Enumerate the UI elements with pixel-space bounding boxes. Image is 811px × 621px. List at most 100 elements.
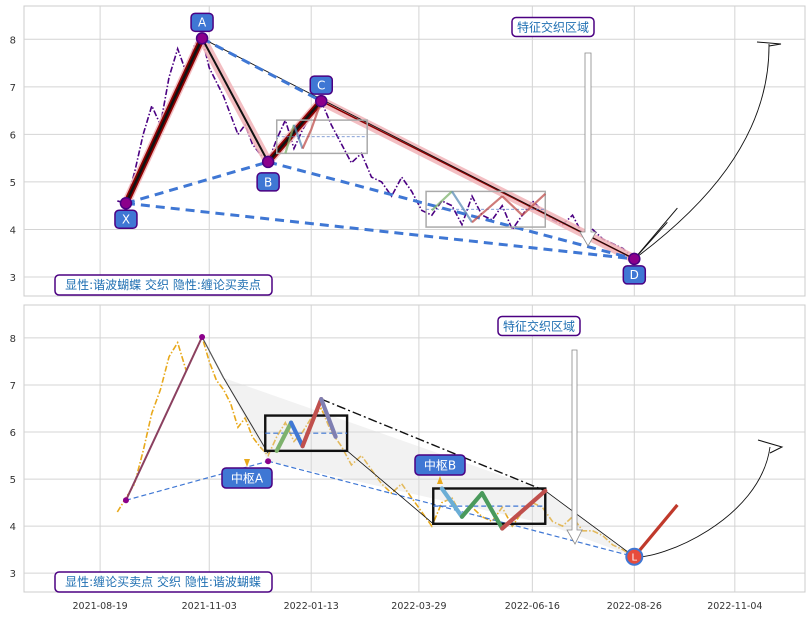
annotation-arrow xyxy=(579,52,597,247)
stroke-down xyxy=(201,336,225,379)
zhongshu-label-1-group: 中枢A xyxy=(221,467,273,489)
pattern-point-marker xyxy=(315,94,328,108)
stroke-down xyxy=(223,377,269,454)
annotation-label: 特征交织区域 xyxy=(503,318,575,333)
pattern-point-marker xyxy=(261,155,275,169)
pattern-point-marker xyxy=(195,32,209,45)
y-tick-label: 5 xyxy=(10,178,16,189)
projection-line xyxy=(633,221,668,260)
x-tick-label: 2022-11-04 xyxy=(707,601,762,612)
zhongshu-label-2-box xyxy=(414,454,466,476)
zhongshu-wave-stroke xyxy=(479,491,505,531)
projection-line xyxy=(633,503,679,558)
legend-box-group: 显性:缠论买卖点 交织 隐性:谐波蝴蝶 xyxy=(54,571,273,593)
zhongshu-wave-stroke xyxy=(319,396,338,439)
x-tick-label: 2021-11-03 xyxy=(182,601,237,612)
y-tick-label: 6 xyxy=(10,428,16,439)
pattern-label-d-box xyxy=(622,265,647,285)
zhongshu-label-1-box xyxy=(221,467,273,489)
x-tick-label: 2022-01-13 xyxy=(284,601,339,612)
legend-box-group: 显性:谐波蝴蝶 交织 隐性:缠论买卖点 xyxy=(54,274,273,296)
harmonic-triangle-ac xyxy=(201,37,322,103)
x-tick-label: 2022-03-29 xyxy=(391,601,446,612)
wave-stroke xyxy=(501,195,524,216)
wave-stroke xyxy=(471,195,503,224)
legend-text: 显性:谐波蝴蝶 交织 隐性:缠论买卖点 xyxy=(65,277,261,292)
y-tick-label: 7 xyxy=(10,381,16,392)
legend-box xyxy=(54,571,273,593)
pattern-point-marker xyxy=(628,252,641,266)
zhongshu-wave-stroke xyxy=(439,486,465,519)
wave-stroke xyxy=(431,190,453,212)
projection-curve-head xyxy=(757,439,784,454)
wave-stroke xyxy=(301,129,313,150)
pattern-label-b: B xyxy=(264,175,272,189)
pattern-label-a-box xyxy=(190,12,214,33)
y-tick-label: 8 xyxy=(10,35,16,46)
y-tick-label: 3 xyxy=(10,273,16,284)
pivot-marker xyxy=(199,333,206,340)
y-tick-label: 8 xyxy=(10,334,16,345)
projection-curve xyxy=(634,446,771,558)
trend-line xyxy=(346,450,434,525)
harmonic-triangle-xb xyxy=(125,160,269,205)
zhongshu-label-pointer xyxy=(244,459,250,467)
plot-frame xyxy=(23,304,806,593)
legend-box xyxy=(54,274,273,296)
wave-stroke xyxy=(451,190,473,223)
zhongshu-wave-stroke xyxy=(288,420,305,449)
annotation-label-box xyxy=(497,315,581,337)
buy-point-letter: L xyxy=(632,553,638,564)
pivot-marker xyxy=(265,458,272,465)
harmonic-triangle-bd xyxy=(267,160,635,261)
projection-curve xyxy=(634,43,770,260)
y-tick-label: 7 xyxy=(10,83,16,94)
pivot-marker xyxy=(122,497,129,504)
x-tick-label: 2022-08-26 xyxy=(607,601,662,612)
harmonic-triangle-xd xyxy=(125,201,635,261)
wave-stroke xyxy=(284,124,296,154)
wave-stroke xyxy=(521,192,547,216)
pattern-label-a: A xyxy=(198,16,207,30)
buy-point-marker xyxy=(625,547,644,566)
projection-curve-head xyxy=(756,41,782,47)
annotation-label-group: 特征交织区域 xyxy=(497,315,581,337)
zhongshu-wave-stroke xyxy=(274,420,294,453)
pattern-label-a-group: A xyxy=(190,12,214,33)
trend-dashdot-line xyxy=(320,398,546,492)
panel-1: 3 4 5 6 7 8 显性:谐波蝴蝶 交织 隐性:缠论买卖点 xyxy=(10,5,806,297)
y-tick-label: 4 xyxy=(10,225,16,236)
trend-line xyxy=(545,490,635,558)
pattern-label-b-box xyxy=(256,172,280,192)
pattern-label-d-group: D xyxy=(622,265,647,285)
annotation-arrow xyxy=(566,349,583,545)
y-tick-label: 3 xyxy=(10,569,16,580)
zhongshu-label-2: 中枢B xyxy=(424,457,456,472)
wave-stroke xyxy=(292,124,304,149)
x-tick-label: 2022-06-16 xyxy=(505,601,560,612)
zhongshu-wave-stroke xyxy=(500,488,548,531)
zhongshu-wave-stroke xyxy=(300,396,324,449)
pattern-label-x-box xyxy=(114,209,138,230)
pattern-label-x: X xyxy=(122,213,130,227)
panel-2: 3 4 5 6 7 8 L 2021-08-19 2021-11-03 2022-01-13 202… xyxy=(10,304,806,612)
harmonic-leg-xa xyxy=(124,37,204,204)
annotation-label-box xyxy=(511,16,595,38)
price-series-line xyxy=(116,334,635,558)
legend-text: 显性:缠论买卖点 交织 隐性:谐波蝴蝶 xyxy=(65,574,261,589)
pattern-label-d: D xyxy=(630,268,639,282)
zhongshu-label-2-group: 中枢B xyxy=(414,454,466,476)
annotation-label: 特征交织区域 xyxy=(517,19,589,34)
annotation-label-group: 特征交织区域 xyxy=(511,16,595,38)
pattern-point-marker xyxy=(119,197,133,210)
pattern-label-c: C xyxy=(317,78,325,92)
zhongshu-label-pointer xyxy=(437,476,443,484)
harmonic-leg-ab xyxy=(201,37,270,163)
y-tick-label: 6 xyxy=(10,130,16,141)
pattern-label-c-box xyxy=(309,75,334,95)
x-tick-label: 2021-08-19 xyxy=(72,601,127,612)
zhongshu-wave-stroke xyxy=(459,491,485,519)
zhongshu-label-1: 中枢A xyxy=(231,470,264,485)
